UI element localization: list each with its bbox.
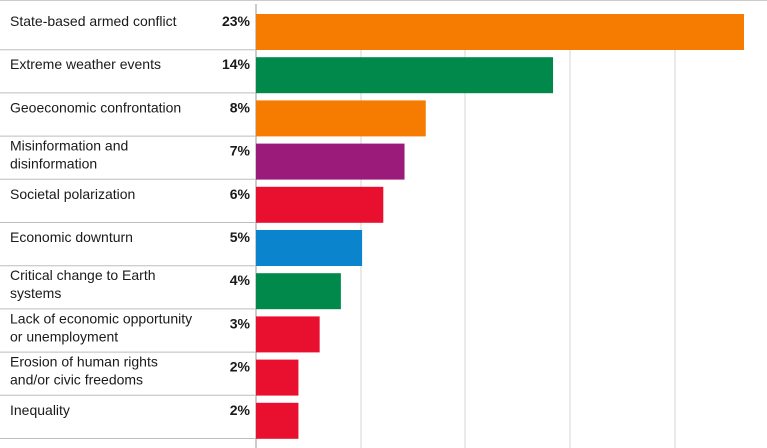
value-label: 2%	[230, 359, 251, 375]
category-label: State-based armed conflict	[10, 13, 177, 29]
bar	[256, 402, 299, 439]
category-label: Misinformation and disinformation	[10, 138, 128, 172]
bar-row: Misinformation and disinformation 7%	[0, 138, 405, 180]
bar-row: Societal polarization 6%	[0, 186, 384, 223]
bar-row: Economic downturn 5%	[0, 229, 363, 267]
value-label: 6%	[230, 186, 251, 202]
bar	[256, 230, 363, 266]
bar	[256, 14, 744, 50]
category-label: Inequality	[10, 402, 70, 418]
value-label: 14%	[222, 56, 251, 72]
bar-row: Geoeconomic confrontation 8%	[0, 99, 426, 137]
category-label: Critical change to Earth systems	[10, 267, 156, 301]
value-label: 2%	[230, 402, 251, 418]
value-label: 3%	[230, 315, 251, 331]
bar	[256, 100, 426, 137]
bar-rows: State-based armed conflict 23% Extreme wea…	[0, 13, 744, 439]
category-label: Economic downturn	[10, 229, 133, 245]
bar-row: Lack of economic opportunity or unemploym…	[0, 310, 320, 353]
bar-row: Critical change to Earth systems 4%	[0, 267, 341, 310]
value-label: 23%	[222, 13, 251, 29]
category-label: Lack of economic opportunity or unemploym…	[10, 310, 192, 344]
bar-row: Extreme weather events 14%	[0, 56, 554, 94]
category-label: Geoeconomic confrontation	[10, 99, 181, 115]
value-label: 5%	[230, 229, 251, 245]
category-label: Extreme weather events	[10, 56, 161, 72]
bar	[256, 143, 405, 180]
bar	[256, 273, 341, 310]
value-label: 8%	[230, 99, 251, 115]
bar-row: State-based armed conflict 23%	[0, 13, 744, 51]
value-label: 4%	[230, 272, 251, 288]
bar	[256, 316, 320, 353]
value-label: 7%	[230, 143, 251, 159]
bar	[256, 57, 554, 94]
bar-row: Erosion of human rights and/or civic free…	[0, 354, 299, 396]
bar-row: Inequality 2%	[0, 402, 299, 439]
bar	[256, 359, 299, 396]
category-label: Erosion of human rights and/or civic free…	[10, 354, 158, 388]
category-label: Societal polarization	[10, 186, 135, 202]
bar	[256, 186, 384, 223]
